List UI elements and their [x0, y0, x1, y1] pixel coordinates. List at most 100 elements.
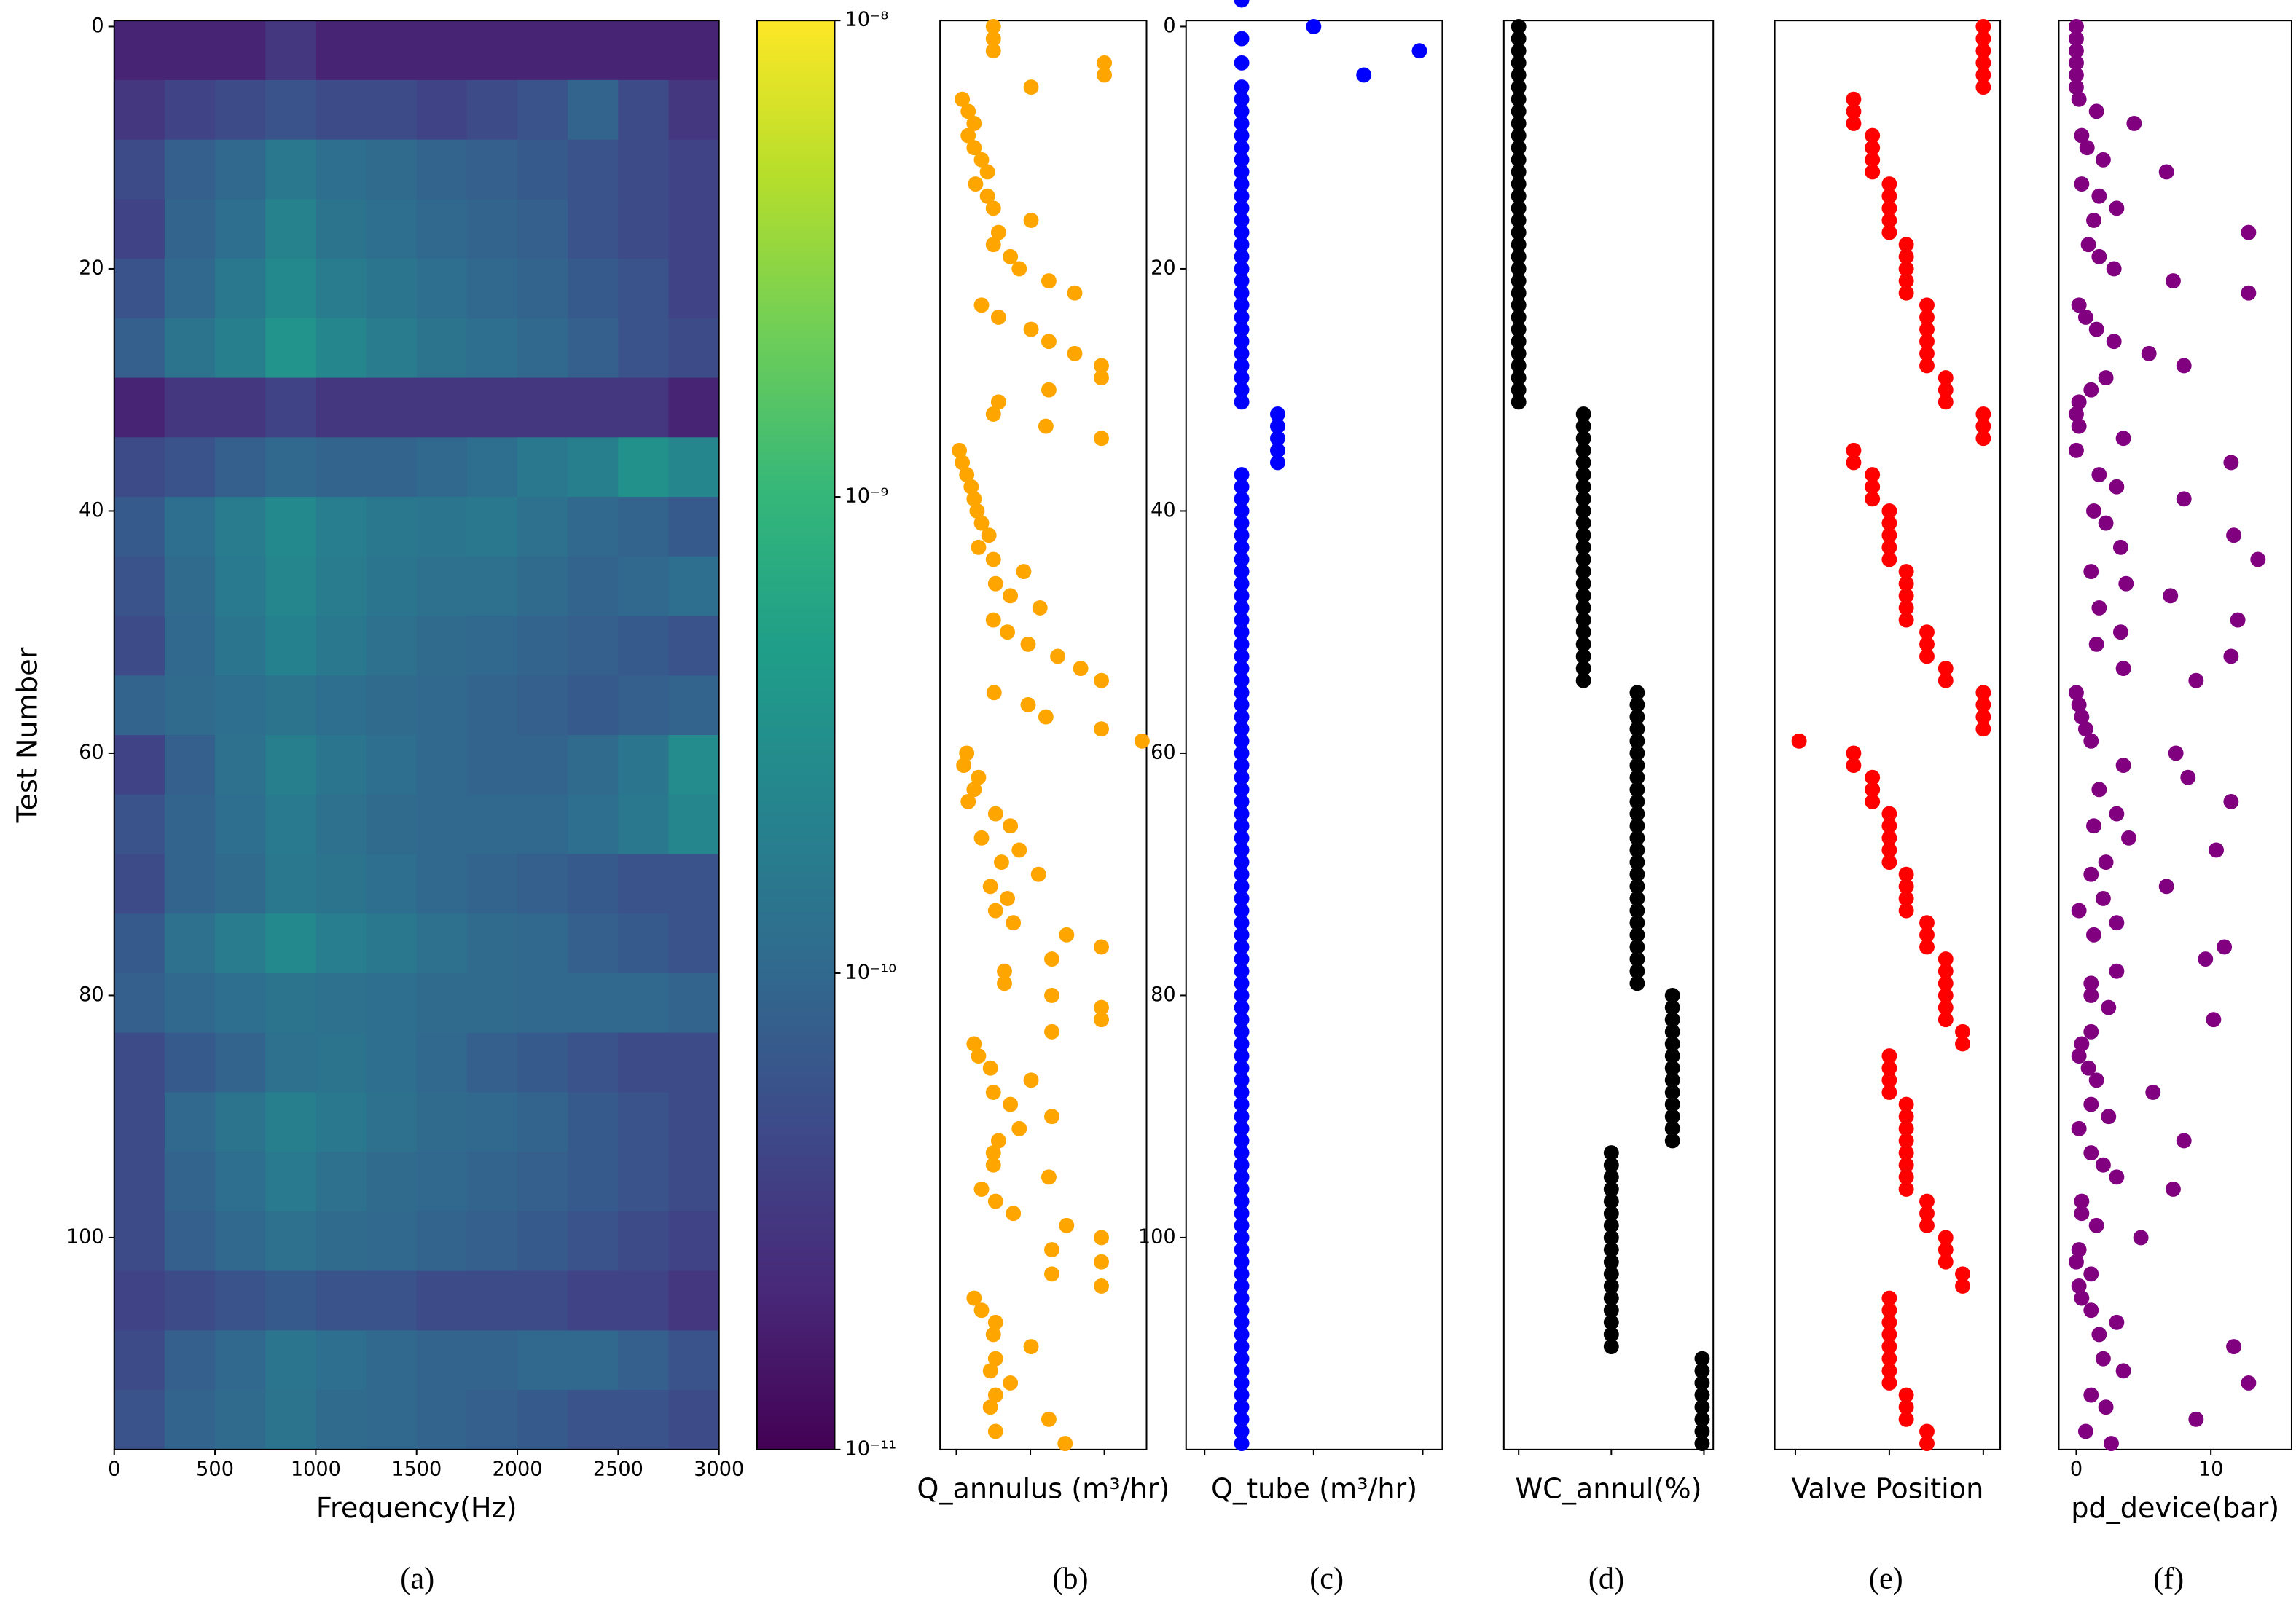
point	[1073, 661, 1089, 677]
heatmap-cell	[568, 259, 619, 319]
point	[1603, 1181, 1619, 1197]
point	[1881, 1351, 1897, 1367]
point	[1919, 624, 1935, 640]
point	[966, 1290, 982, 1306]
point	[1664, 1120, 1680, 1136]
point	[1881, 1327, 1897, 1343]
point	[1919, 1436, 1935, 1452]
point	[2188, 672, 2204, 688]
heatmap-cell	[618, 1390, 670, 1450]
heatmap-cell	[568, 1032, 619, 1093]
heatmap-cell	[668, 1211, 720, 1272]
point	[1575, 455, 1591, 471]
point	[973, 297, 990, 313]
point	[2071, 1278, 2087, 1294]
point	[1919, 927, 1935, 943]
point	[1094, 1278, 1109, 1294]
point	[1234, 1375, 1250, 1391]
point	[1234, 1193, 1250, 1209]
point	[1629, 854, 1645, 871]
heatmap-cell	[416, 139, 468, 200]
point	[1881, 200, 1897, 216]
point	[2241, 1375, 2257, 1391]
point	[979, 188, 995, 204]
point	[1234, 0, 1250, 8]
heatmap-cell	[366, 377, 418, 439]
point	[1975, 31, 1991, 47]
point	[1938, 661, 1954, 677]
heatmap-cell	[416, 199, 468, 259]
point	[1664, 1096, 1680, 1112]
point	[2109, 915, 2125, 931]
point	[1511, 91, 1527, 107]
heatmap-cell	[265, 913, 317, 974]
heatmap-cell	[568, 556, 619, 617]
x-tick-label: 10	[2198, 1458, 2224, 1481]
point	[1234, 661, 1250, 677]
heatmap-cell	[316, 1330, 367, 1391]
point	[1511, 140, 1527, 156]
point	[1881, 551, 1897, 567]
point	[1603, 1230, 1619, 1246]
point	[1881, 1363, 1897, 1379]
heatmap-cell	[164, 735, 216, 795]
point	[1898, 564, 1914, 580]
point	[2077, 721, 2093, 737]
heatmap-cell	[668, 437, 720, 498]
point	[2158, 164, 2174, 180]
point	[982, 879, 998, 895]
point	[2141, 345, 2157, 361]
point	[1694, 1436, 1710, 1452]
point	[1234, 539, 1250, 555]
point	[1234, 758, 1250, 774]
heatmap-cell	[164, 20, 216, 81]
point	[2071, 696, 2087, 712]
point	[966, 140, 982, 156]
point	[2086, 927, 2101, 943]
heatmap-cell	[568, 913, 619, 974]
point	[1694, 1423, 1710, 1439]
heatmap-cell	[466, 1211, 518, 1272]
heatmap-cell	[316, 1092, 367, 1152]
point	[1881, 503, 1897, 519]
point	[2198, 951, 2214, 967]
heatmap-cell	[466, 675, 518, 736]
point	[2101, 1109, 2117, 1125]
point	[2083, 564, 2099, 580]
heatmap-cell	[215, 139, 267, 200]
point	[1234, 1133, 1250, 1149]
panel-caption: (a)	[400, 1561, 434, 1595]
heatmap-cell	[366, 675, 418, 736]
heatmap-cell	[114, 616, 165, 677]
point	[1575, 600, 1591, 616]
point	[990, 224, 1006, 240]
point	[1234, 1278, 1250, 1294]
heatmap-cell	[517, 1152, 569, 1212]
point	[1234, 588, 1250, 604]
point	[1234, 224, 1250, 240]
point	[968, 176, 984, 192]
heatmap-cell	[668, 20, 720, 81]
point	[2241, 224, 2257, 240]
point	[2071, 1242, 2087, 1258]
point	[1694, 1351, 1710, 1367]
heatmap-cell	[366, 1211, 418, 1272]
heatmap-cell	[316, 1211, 367, 1272]
point	[1629, 866, 1645, 882]
point	[1511, 334, 1527, 350]
heatmap-cell	[114, 735, 165, 795]
point	[1234, 309, 1250, 325]
heatmap-cell	[668, 1152, 720, 1212]
point	[1898, 866, 1914, 882]
point	[2095, 1157, 2111, 1173]
point	[1234, 515, 1250, 531]
point	[1511, 200, 1527, 216]
heatmap-cell	[215, 556, 267, 617]
point	[1919, 309, 1935, 325]
heatmap-cell	[316, 913, 367, 974]
point	[2069, 79, 2084, 95]
heatmap-cell	[568, 497, 619, 557]
colorbar-tick-label: 10⁻⁹	[845, 485, 889, 508]
point	[1234, 1339, 1250, 1355]
